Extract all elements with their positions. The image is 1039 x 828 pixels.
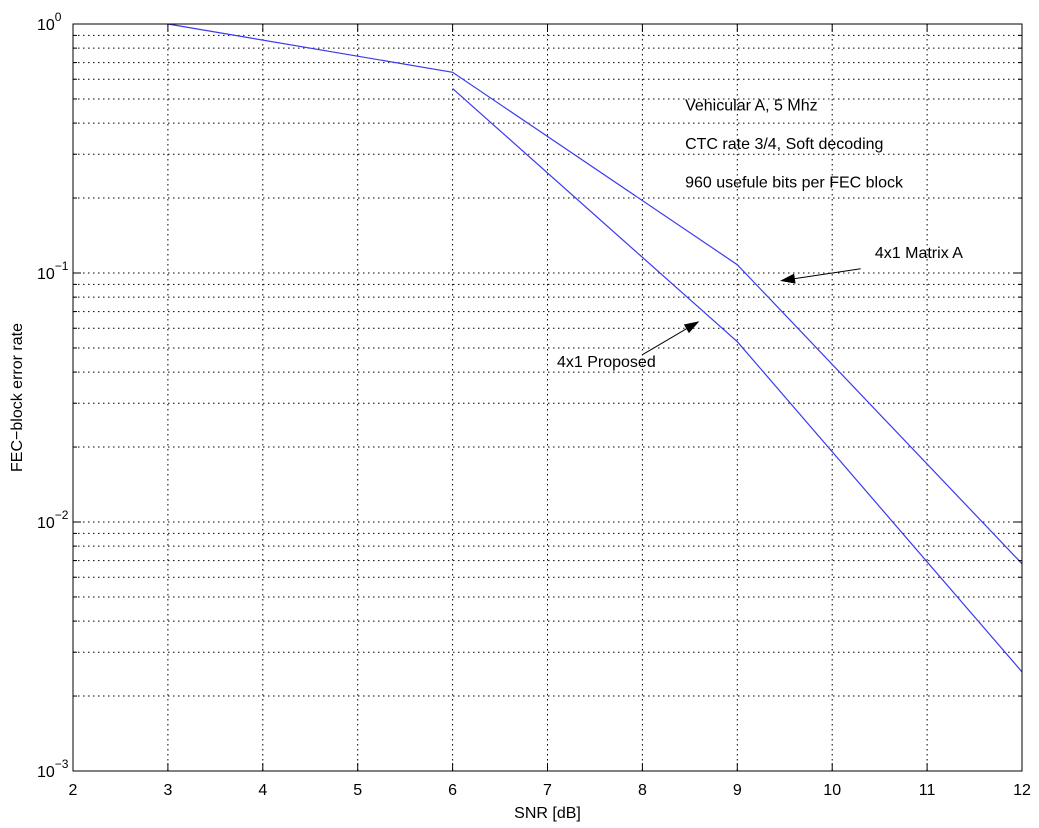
- y-tick-label: 10−3: [37, 757, 69, 781]
- x-tick-label: 6: [448, 782, 457, 799]
- y-tick-label: 10−2: [37, 508, 69, 532]
- y-axis-label: FEC−block error rate: [9, 323, 26, 472]
- x-tick-label: 4: [258, 782, 267, 799]
- x-axis-label: SNR [dB]: [514, 805, 581, 822]
- series-lines: [167, 23, 1023, 673]
- x-tick-label: 2: [69, 782, 78, 799]
- annotation-label-matrix-a: 4x1 Matrix A: [875, 245, 963, 262]
- x-tick-label: 8: [638, 782, 647, 799]
- series-line-matrix-a: [167, 23, 1023, 565]
- x-tick-label: 3: [163, 782, 172, 799]
- annotations: Vehicular A, 5 Mhz CTC rate 3/4, Soft dec…: [557, 97, 963, 370]
- annotation-arrow: [780, 268, 861, 284]
- series-line-proposed: [452, 88, 1023, 673]
- axis-ticks: [72, 24, 1023, 772]
- x-tick-label: 9: [733, 782, 742, 799]
- annotation-label-proposed: 4x1 Proposed: [557, 354, 656, 371]
- annotation-arrow: [642, 321, 700, 356]
- tick-labels: 2 3 4 5 6 7 8 9 10 11 12 100 10−1 10−2 10−3: [37, 10, 1031, 799]
- annotation-conditions-line-1: Vehicular A, 5 Mhz: [685, 97, 818, 114]
- annotation-conditions-line-3: 960 usefule bits per FEC block: [685, 175, 904, 192]
- y-tick-label: 10−1: [37, 259, 69, 283]
- x-tick-label: 7: [543, 782, 552, 799]
- x-tick-label: 11: [919, 782, 936, 799]
- x-tick-label: 12: [1013, 782, 1031, 799]
- grid: [73, 23, 1022, 771]
- x-tick-label: 10: [823, 782, 841, 799]
- y-tick-label: 100: [37, 10, 62, 34]
- x-tick-label: 5: [353, 782, 362, 799]
- annotation-conditions-line-2: CTC rate 3/4, Soft decoding: [685, 136, 883, 153]
